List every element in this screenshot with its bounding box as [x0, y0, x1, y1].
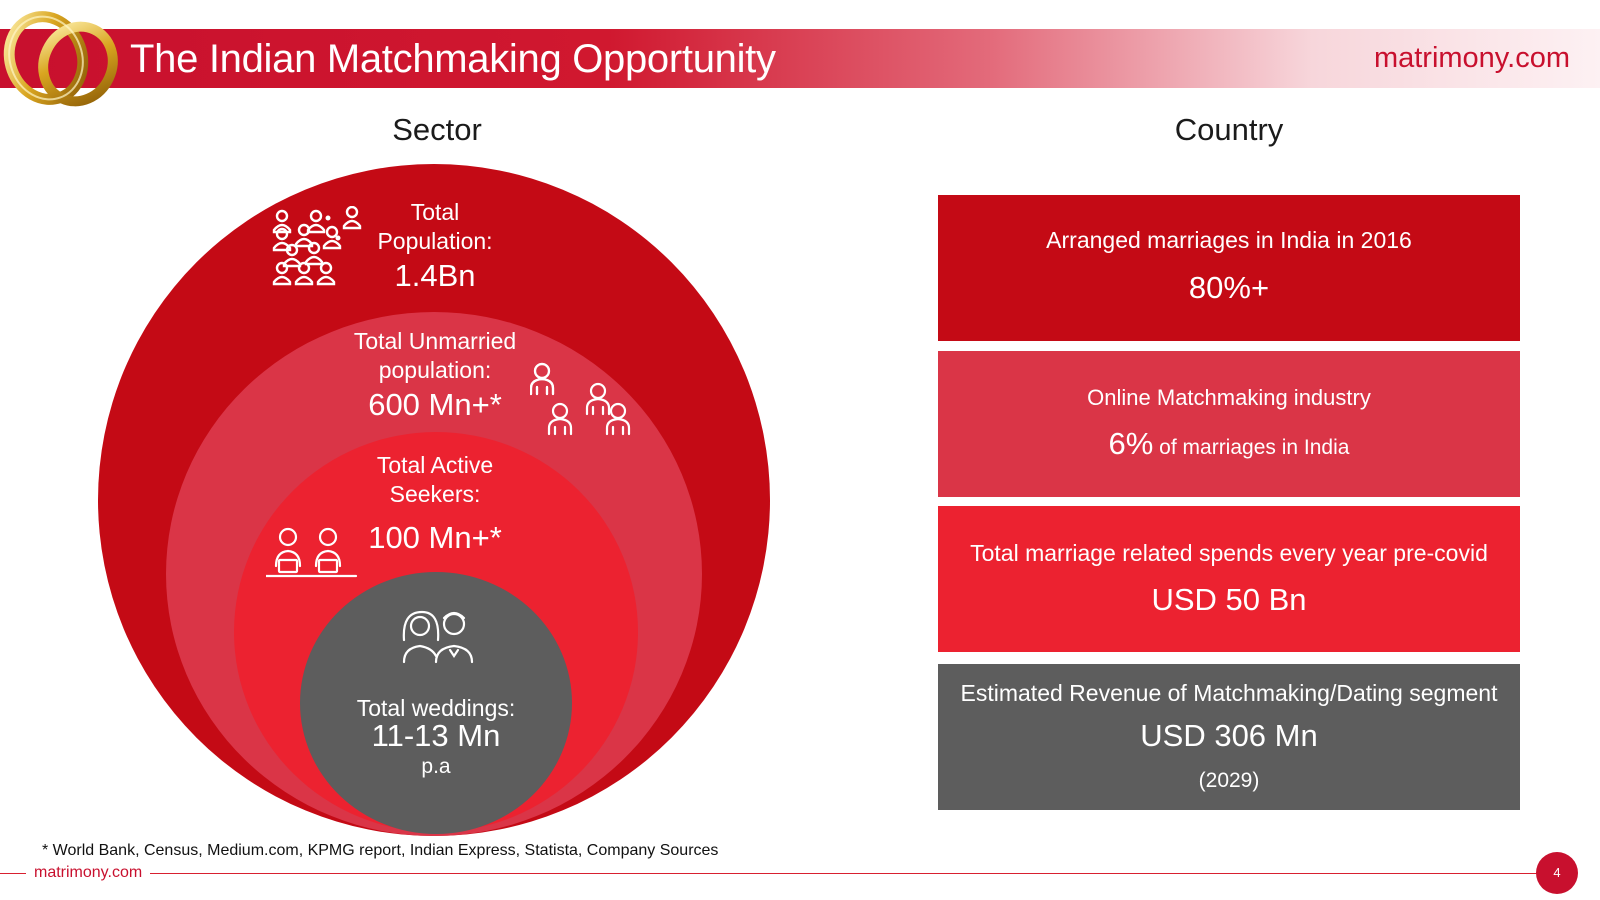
arranged-marriages-label: Arranged marriages in India in 2016: [1046, 227, 1412, 253]
footer-divider: [0, 873, 1560, 874]
online-matchmaking-box: Online Matchmaking industry 6% of marria…: [938, 351, 1520, 497]
unmarried-label-line1: Total Unmarried: [353, 328, 517, 354]
seekers-value: 100 Mn+*: [368, 520, 502, 555]
sector-heading: Sector: [392, 112, 482, 147]
marriage-spends-box: Total marriage related spends every year…: [938, 506, 1520, 652]
matchmaking-revenue-box: Estimated Revenue of Matchmaking/Dating …: [938, 664, 1520, 810]
marriage-spends-value: USD 50 Bn: [1151, 582, 1307, 617]
wedding-rings-logo: [0, 0, 130, 115]
matchmaking-revenue-year: (2029): [1198, 769, 1260, 792]
brand-logo-text: matrimony.com: [1373, 42, 1570, 74]
population-label-line1: Total: [410, 199, 460, 225]
online-matchmaking-label: Online Matchmaking industry: [1087, 385, 1371, 410]
arranged-marriages-box: Arranged marriages in India in 2016 80%+: [938, 195, 1520, 341]
people-group-icon: [530, 362, 642, 454]
sources-footnote: * World Bank, Census, Medium.com, KPMG r…: [42, 842, 719, 859]
online-matchmaking-value-suffix: of marriages in India: [1153, 436, 1350, 459]
matchmaking-revenue-label: Estimated Revenue of Matchmaking/Dating …: [960, 680, 1498, 706]
unmarried-value: 600 Mn+*: [368, 387, 502, 422]
country-heading: Country: [1174, 112, 1284, 147]
population-label-line2: Population:: [377, 228, 493, 254]
seekers-at-laptop-icon: [266, 526, 362, 584]
slide-title: The Indian Matchmaking Opportunity: [130, 37, 776, 81]
crowd-icon: [272, 206, 364, 292]
matchmaking-revenue-value: USD 306 Mn: [1140, 718, 1318, 753]
header-band: [0, 29, 1600, 88]
page-number-badge: 4: [1536, 852, 1578, 894]
weddings-value: 11-13 Mn: [371, 718, 501, 753]
bride-groom-icon: [398, 606, 478, 664]
marriage-spends-label: Total marriage related spends every year…: [970, 540, 1488, 566]
seekers-label-line1: Total Active: [376, 452, 494, 478]
weddings-label: Total weddings:: [356, 695, 516, 721]
population-value: 1.4Bn: [394, 258, 476, 293]
circle-total-weddings: [300, 572, 572, 834]
seekers-label-line2: Seekers:: [389, 481, 481, 507]
unmarried-label-line2: population:: [378, 357, 492, 383]
footer-brand: matrimony.com: [26, 862, 151, 884]
online-matchmaking-value: 6%: [1108, 426, 1154, 461]
arranged-marriages-value: 80%+: [1188, 270, 1270, 305]
online-matchmaking-value-line: 6% of marriages in India: [938, 425, 1520, 467]
weddings-per-annum: p.a: [421, 755, 451, 778]
